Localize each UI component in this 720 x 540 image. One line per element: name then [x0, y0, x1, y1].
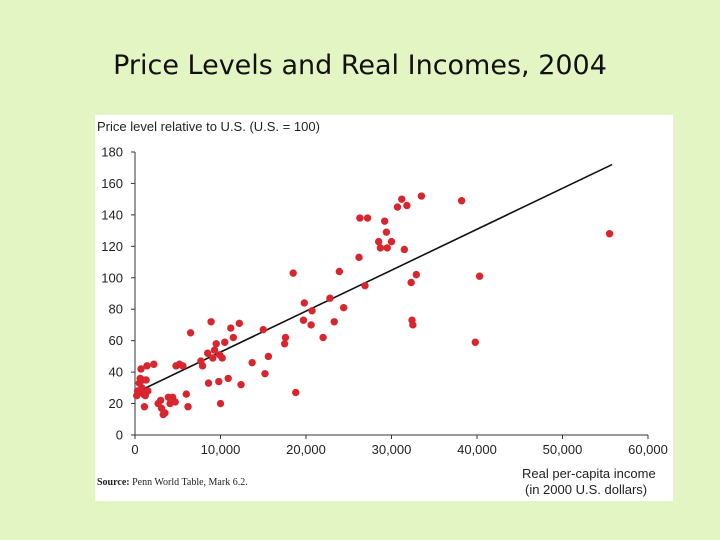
scatter-chart: Price level relative to U.S. (U.S. = 100…	[97, 119, 668, 497]
data-point	[264, 352, 273, 361]
data-point	[184, 403, 192, 411]
data-point	[221, 338, 229, 346]
data-point	[355, 253, 363, 262]
data-point	[300, 299, 308, 307]
source-label: Source:	[97, 477, 130, 488]
data-point	[339, 303, 348, 312]
y-tick-label: 40	[109, 365, 123, 380]
chart-figure: Price level relative to U.S. (U.S. = 100…	[95, 115, 673, 501]
data-point	[182, 390, 190, 398]
data-point	[207, 318, 215, 326]
data-point	[212, 340, 220, 348]
data-point	[161, 409, 169, 417]
y-tick-label: 100	[101, 270, 123, 285]
data-point	[150, 360, 158, 368]
data-point	[203, 349, 212, 357]
data-point	[330, 318, 338, 326]
data-point	[382, 228, 391, 236]
data-point	[471, 338, 479, 346]
data-point	[380, 217, 389, 225]
data-point	[403, 201, 411, 210]
y-tick-label: 0	[116, 428, 123, 443]
data-point	[417, 192, 426, 200]
data-point	[235, 319, 244, 328]
data-point	[261, 369, 269, 378]
data-point	[299, 316, 308, 324]
data-point	[144, 387, 152, 395]
x-tick-label: 30,000	[372, 442, 412, 457]
data-point	[363, 214, 372, 222]
x-tick-label: 10,000	[201, 442, 241, 457]
data-point	[376, 244, 385, 252]
data-point	[143, 362, 151, 370]
y-tick-label: 140	[101, 207, 123, 222]
data-point	[237, 380, 245, 389]
data-point	[248, 358, 256, 367]
x-tick-label: 20,000	[286, 442, 326, 457]
slide-title: Price Levels and Real Incomes, 2004	[113, 50, 607, 81]
data-point	[409, 321, 417, 329]
data-point	[140, 403, 149, 411]
y-axis-label: Price level relative to U.S. (U.S. = 100…	[97, 119, 320, 134]
data-point	[398, 195, 406, 203]
data-point	[308, 307, 316, 315]
source-note: Source: Penn World Table, Mark 6.2.	[97, 477, 248, 488]
data-point	[171, 398, 179, 406]
y-tick-label: 20	[109, 396, 123, 411]
data-point	[457, 197, 466, 205]
y-tick-label: 160	[101, 176, 123, 191]
data-point	[281, 333, 290, 342]
x-tick-label: 60,000	[628, 442, 668, 457]
data-point	[259, 325, 267, 334]
x-tick-label: 0	[131, 442, 138, 457]
data-point	[210, 346, 219, 354]
data-point	[227, 324, 235, 332]
data-point	[218, 354, 226, 362]
data-point	[356, 214, 364, 222]
y-tick-label: 60	[109, 333, 123, 348]
data-point	[374, 237, 383, 246]
data-point	[142, 376, 150, 384]
x-tick-label: 40,000	[457, 442, 497, 457]
x-axis-label-line2: (in 2000 U.S. dollars)	[525, 482, 647, 497]
data-point	[209, 354, 217, 362]
data-point	[224, 374, 232, 383]
data-point	[475, 272, 484, 280]
source-text: Penn World Table, Mark 6.2.	[132, 477, 248, 488]
data-point	[292, 388, 300, 397]
data-point	[280, 340, 289, 348]
x-axis-label-line1: Real per-capita income	[522, 466, 656, 481]
data-point	[289, 269, 297, 277]
data-point	[319, 333, 327, 342]
data-point	[179, 362, 187, 370]
data-point	[307, 321, 315, 329]
data-point	[407, 278, 415, 287]
y-tick-label: 180	[101, 145, 123, 160]
data-point	[215, 377, 223, 386]
data-point	[229, 333, 238, 342]
data-point	[387, 237, 396, 246]
data-point	[204, 379, 213, 387]
data-point	[156, 396, 165, 405]
data-point	[400, 245, 409, 254]
data-point	[137, 365, 145, 373]
data-point	[335, 267, 344, 276]
data-point	[326, 294, 334, 302]
data-point	[383, 244, 391, 252]
data-point	[361, 281, 369, 290]
x-tick-label: 50,000	[543, 442, 583, 457]
data-point	[605, 230, 614, 238]
y-tick-label: 80	[109, 302, 123, 317]
data-point	[138, 384, 146, 392]
data-point	[412, 270, 420, 279]
data-point	[198, 362, 207, 370]
data-point	[186, 329, 195, 337]
data-point	[393, 203, 402, 211]
data-point	[216, 399, 225, 408]
y-tick-label: 120	[101, 239, 123, 254]
